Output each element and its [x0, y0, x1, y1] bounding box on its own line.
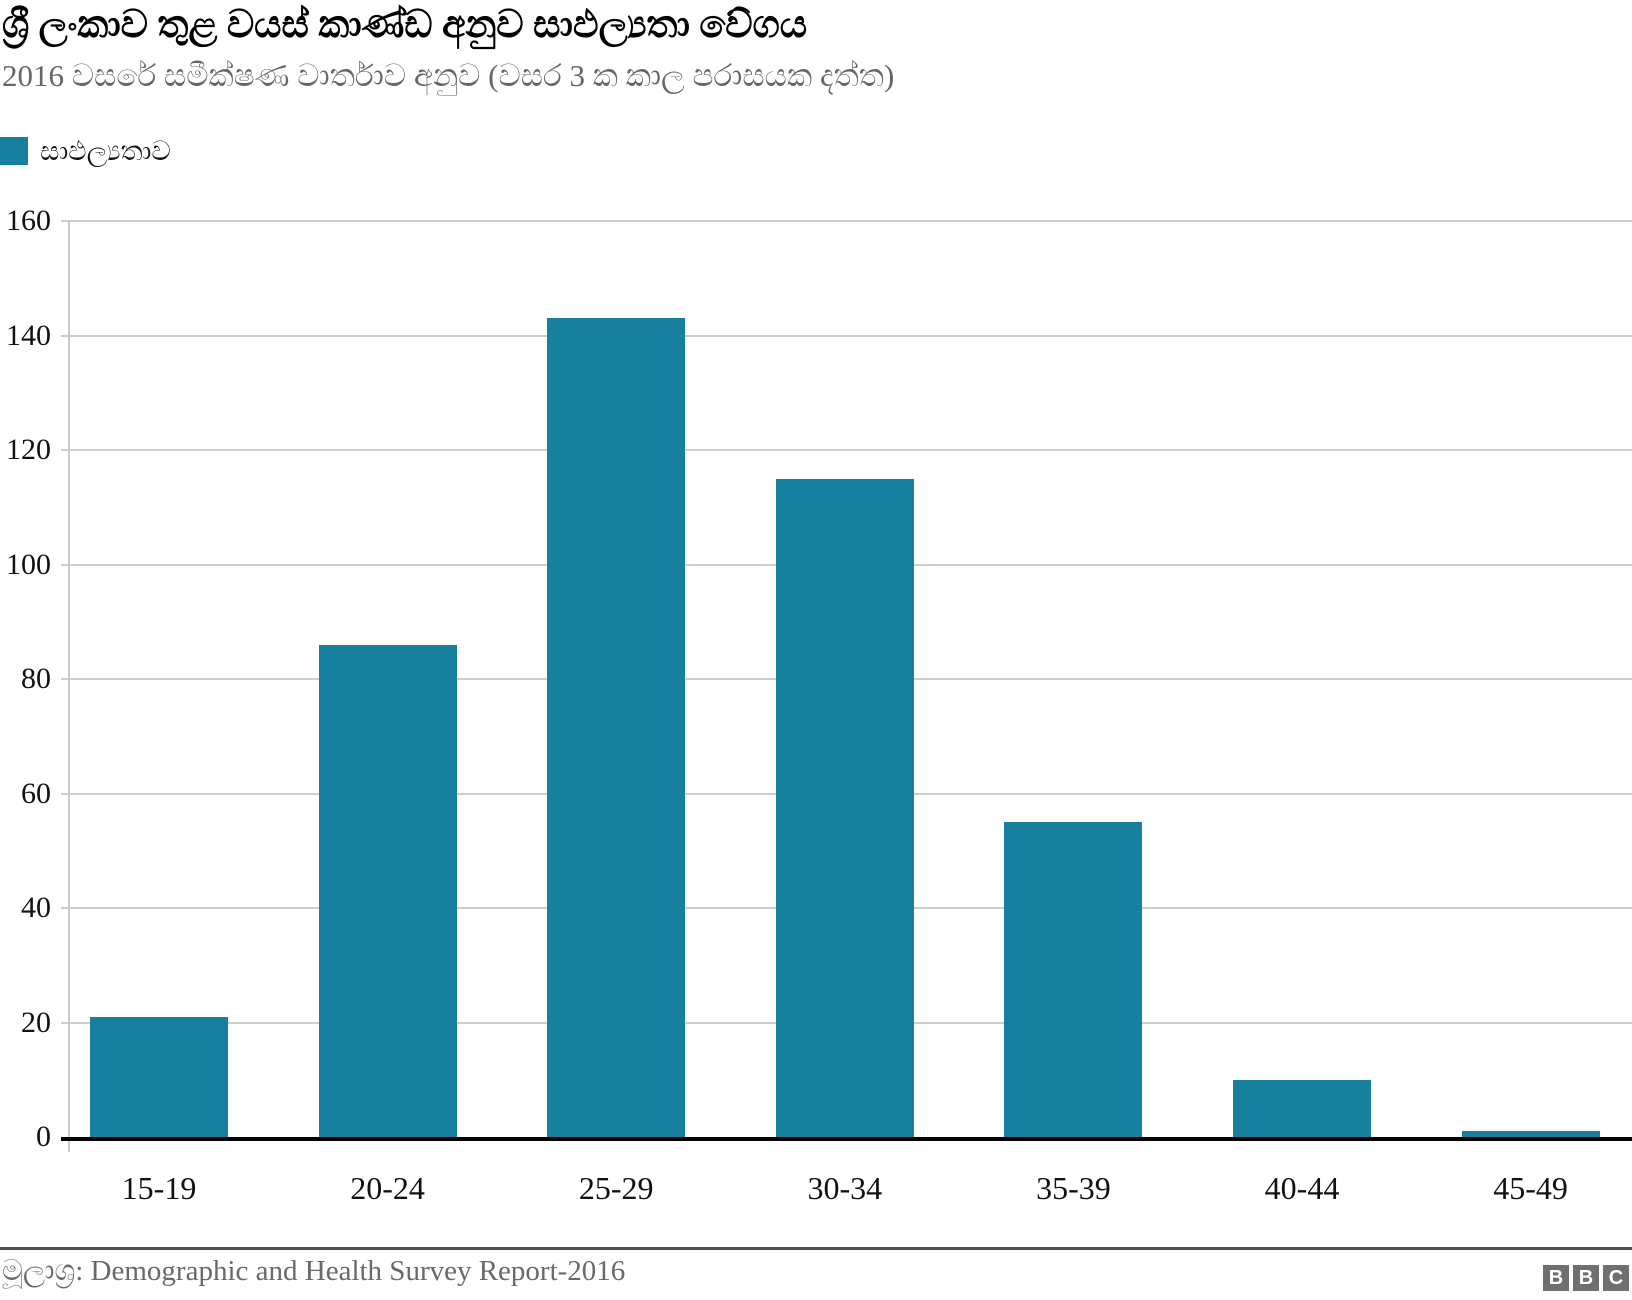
y-axis-tick-label: 40 [21, 891, 51, 924]
footer-divider [0, 1247, 1632, 1250]
x-axis-category-label: 15-19 [121, 1170, 197, 1206]
y-axis-line [67, 221, 70, 1152]
y-axis-tick-label: 100 [6, 547, 51, 581]
bar [775, 478, 914, 1137]
y-gridline [60, 334, 1632, 337]
legend: සාඵල්‍යතාව [0, 137, 171, 165]
x-axis-category-label: 45-49 [1493, 1170, 1568, 1206]
chart-subtitle: 2016 වසරේ සමීක්ෂණ වාර්තාව අනුව (වසර 3 ක … [2, 58, 895, 93]
y-axis-tick-label: 60 [21, 776, 51, 810]
x-axis-category-label: 40-44 [1264, 1170, 1340, 1206]
bbc-logo-letter: B [1548, 1267, 1564, 1289]
bar [90, 1016, 228, 1137]
bar [547, 318, 686, 1137]
y-gridline [60, 449, 1632, 451]
chart-title: ශ්‍රී ලංකාව තුළ වයස් කාණ්ඩ අනුව සාඵල්‍යත… [2, 4, 808, 46]
y-axis-tick-label: 160 [6, 204, 51, 237]
x-axis-line [60, 1137, 1632, 1141]
x-axis-category-label: 35-39 [1036, 1170, 1111, 1206]
y-axis-tick-label: 0 [36, 1120, 51, 1153]
y-axis-tick-label: 140 [6, 318, 51, 352]
bar [1233, 1079, 1371, 1137]
y-axis-tick-label: 20 [21, 1005, 51, 1039]
x-axis-category-label: 30-34 [807, 1170, 883, 1206]
bbc-logo-box: B [1573, 1265, 1599, 1291]
y-gridline [60, 220, 1632, 222]
bar [318, 644, 457, 1137]
x-axis-category-label: 25-29 [578, 1170, 654, 1206]
bbc-logo-letter: C [1608, 1267, 1624, 1289]
legend-label: සාඵල්‍යතාව [40, 136, 171, 166]
bbc-logo-letter: B [1578, 1267, 1594, 1289]
bar [1461, 1131, 1600, 1137]
y-axis-tick-label: 120 [6, 433, 51, 466]
y-axis-tick-label: 80 [21, 662, 51, 695]
source-text: මූලාශ්‍ර: Demographic and Health Survey … [2, 1255, 626, 1287]
bbc-logo-box: C [1603, 1265, 1629, 1291]
bbc-logo-box: B [1543, 1265, 1569, 1291]
x-axis-category-label: 20-24 [350, 1170, 425, 1206]
legend-swatch-icon [0, 137, 28, 165]
bar [1004, 822, 1143, 1137]
